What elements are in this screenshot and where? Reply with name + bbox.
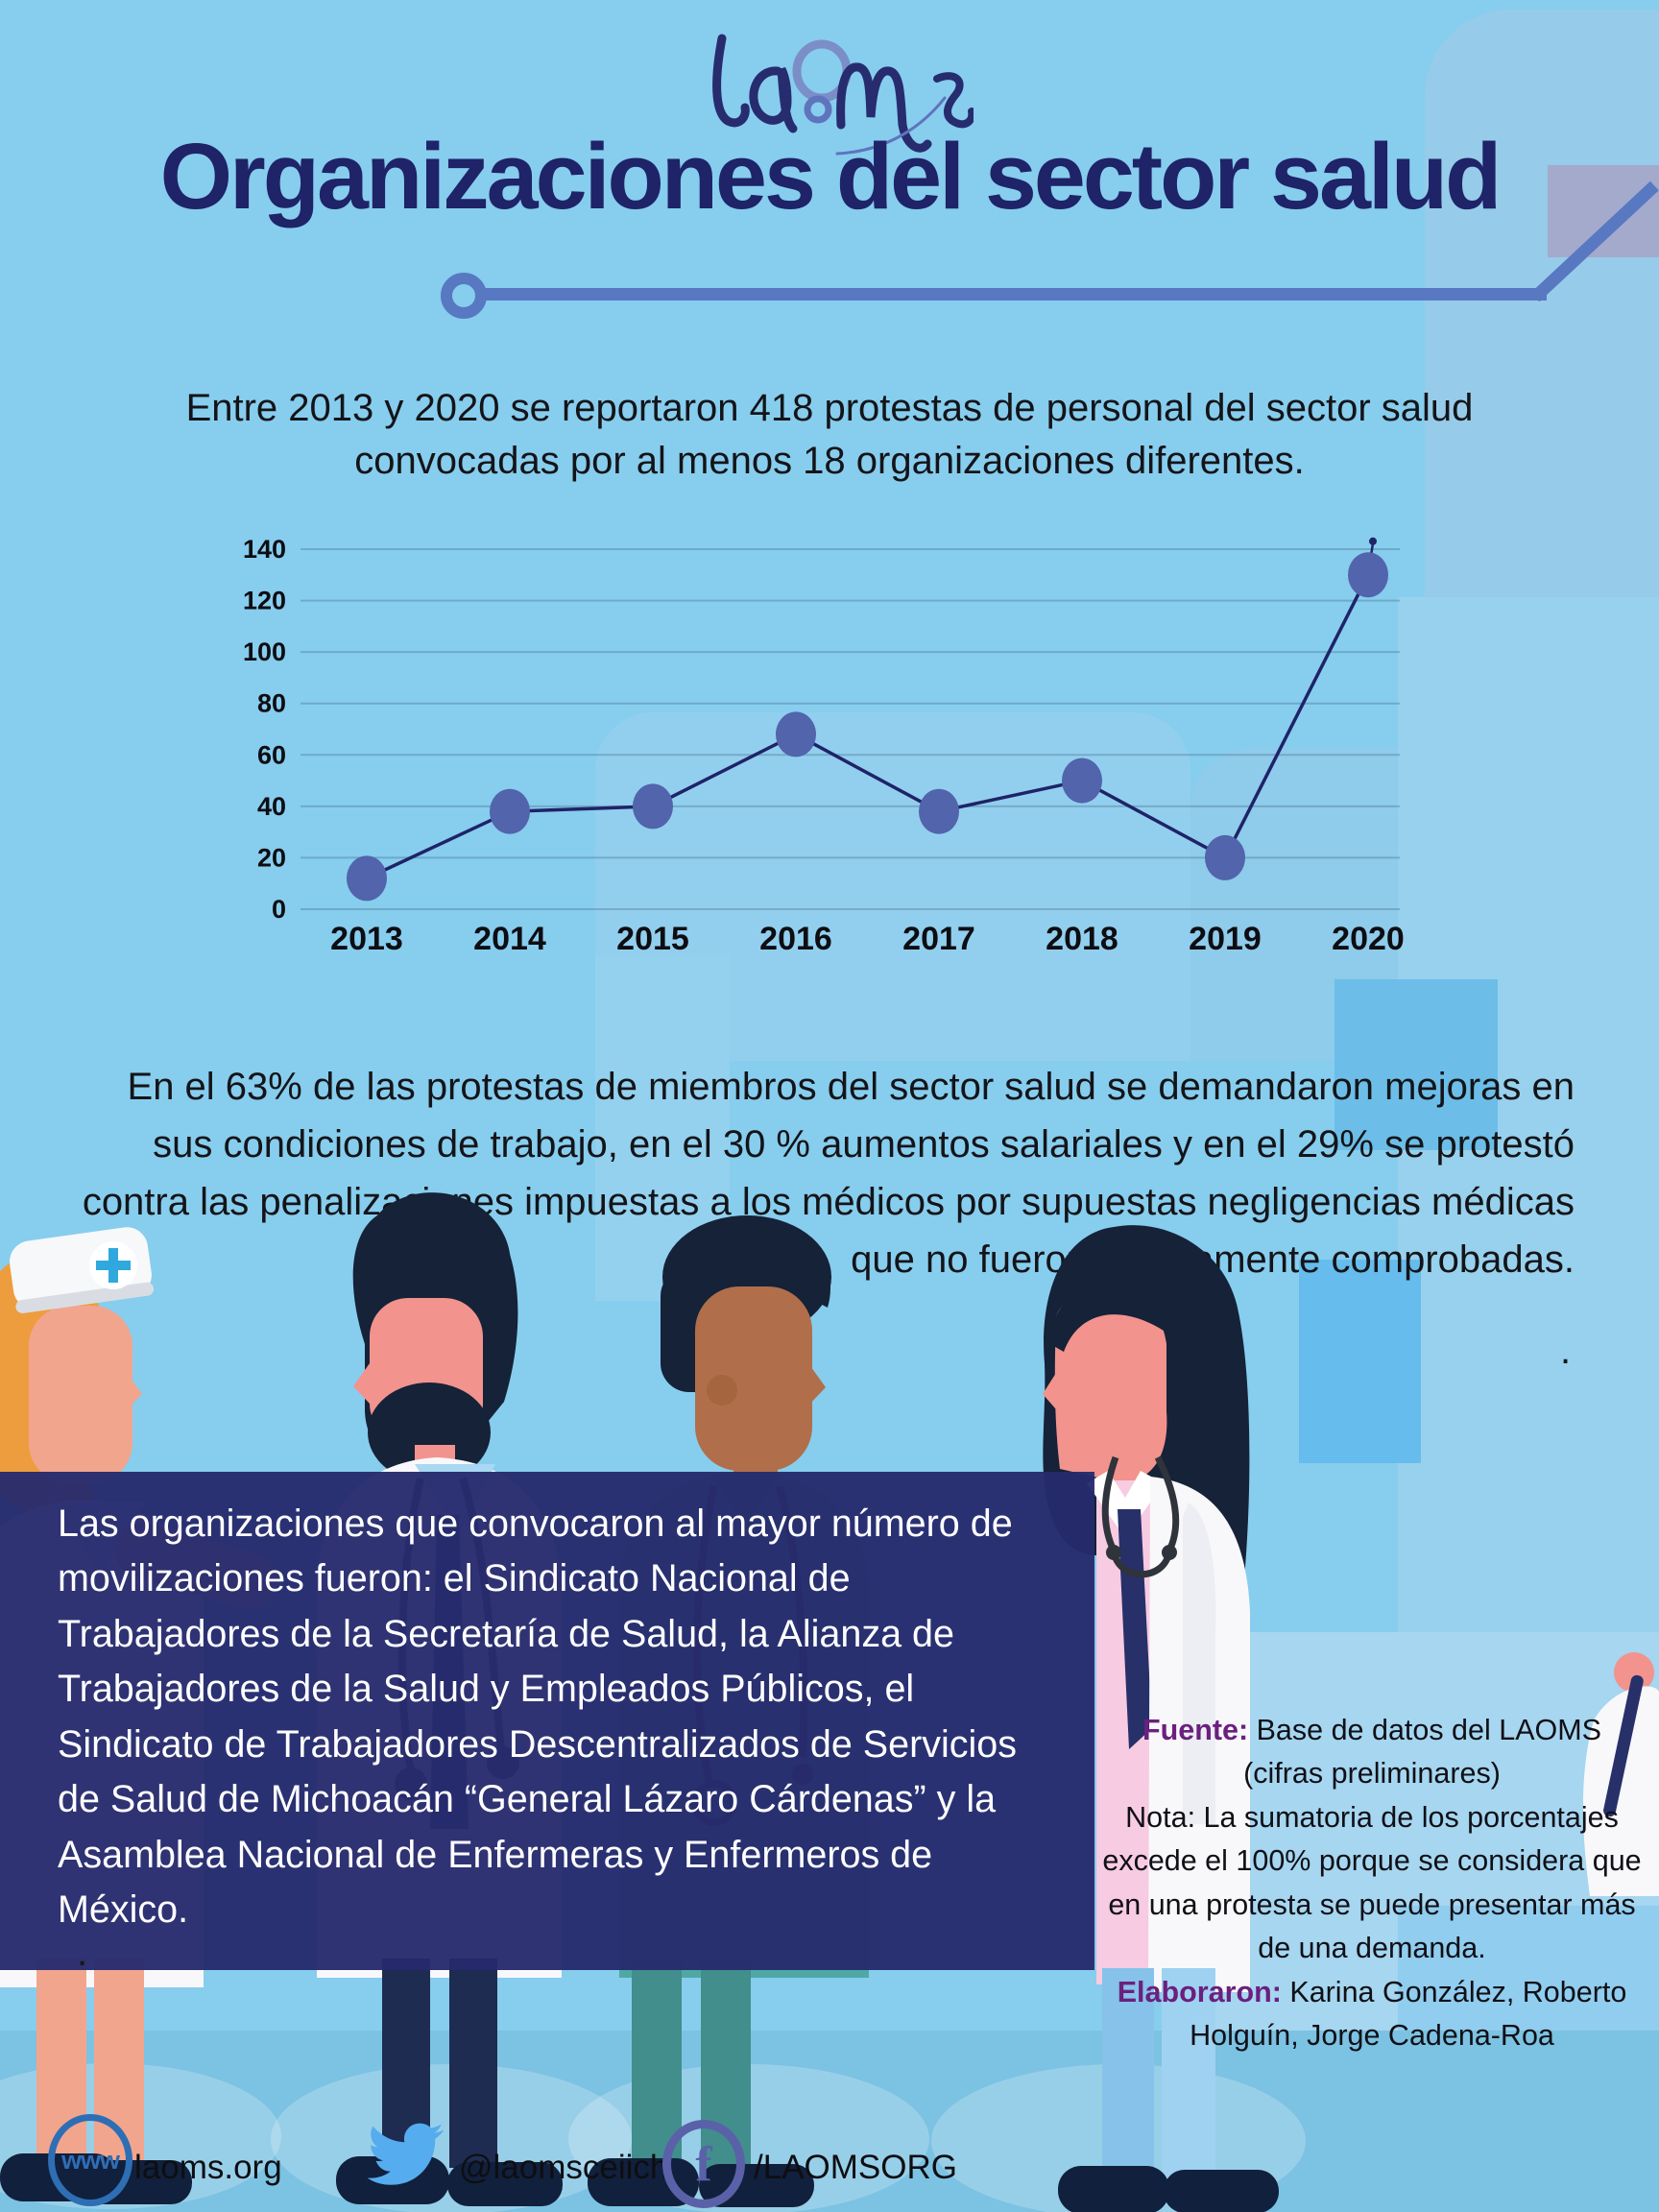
svg-text:140: 140 (243, 535, 286, 564)
intro-paragraph: Entre 2013 y 2020 se reportaron 418 prot… (185, 387, 1474, 483)
svg-text:80: 80 (257, 689, 286, 718)
stray-period-left: . (77, 1932, 88, 1974)
bg-capsule-top-right (1425, 10, 1659, 597)
svg-text:2016: 2016 (759, 921, 832, 957)
source-label: Fuente: (1142, 1714, 1249, 1746)
note-line: Nota: La sumatoria de los porcentajes ex… (1102, 1800, 1642, 1965)
website-icon-label: www (60, 2145, 120, 2175)
page-title: Organizaciones del sector salud (159, 124, 1503, 228)
twitter-icon[interactable] (363, 2120, 445, 2193)
organizations-box-text: Las organizaciones que convocaron al may… (58, 1503, 1018, 1932)
svg-text:40: 40 (257, 792, 286, 821)
organizations-box: Las organizaciones que convocaron al may… (0, 1472, 1094, 1970)
svg-text:0: 0 (272, 895, 286, 924)
notes-block: Fuente: Base de datos del LAOMS (cifras … (1099, 1709, 1645, 2058)
facebook-icon[interactable]: f (662, 2120, 745, 2208)
website-link[interactable]: laoms.org (134, 2149, 282, 2186)
twitter-handle[interactable]: @laomsceiich (459, 2149, 669, 2186)
title-underline-bar (485, 288, 1547, 301)
bg-saturated-square-a (1334, 979, 1498, 1150)
svg-text:2018: 2018 (1046, 921, 1118, 957)
svg-text:2019: 2019 (1189, 921, 1262, 957)
svg-text:20: 20 (257, 843, 286, 872)
svg-text:2015: 2015 (616, 921, 689, 957)
svg-text:120: 120 (243, 587, 286, 615)
bg-footer-band (0, 2031, 1659, 2212)
credits-text: Karina González, Roberto Holguín, Jorge … (1190, 1975, 1627, 2053)
bg-square-bottom-right (1398, 1906, 1659, 2031)
edge-figure-fragment (1582, 1652, 1659, 1896)
facebook-handle[interactable]: /LAOMSORG (754, 2149, 957, 2186)
bg-saturated-square-b (1299, 1260, 1421, 1463)
source-text: Base de datos del LAOMS (cifras prelimin… (1243, 1714, 1602, 1791)
svg-text:100: 100 (243, 637, 286, 666)
website-icon[interactable]: www (48, 2114, 132, 2206)
female-doctor-figure (1043, 1225, 1279, 2212)
credits-label: Elaboraron: (1117, 1975, 1282, 2008)
svg-text:2017: 2017 (902, 921, 975, 957)
svg-text:2020: 2020 (1332, 921, 1405, 957)
source-line: Fuente: Base de datos del LAOMS (cifras … (1099, 1709, 1645, 1796)
svg-text:2013: 2013 (330, 921, 403, 957)
svg-text:60: 60 (257, 740, 286, 769)
facebook-icon-letter: f (695, 2136, 712, 2192)
laoms-logo (712, 34, 974, 156)
credits-line: Elaboraron: Karina González, Roberto Hol… (1099, 1971, 1645, 2058)
svg-text:2014: 2014 (473, 921, 546, 957)
protests-line-chart: 0 20 40 60 80 100 120 140 2013 2014 2015 2016 2017 20… (243, 535, 1405, 957)
stray-period-right: . (1560, 1330, 1572, 1372)
